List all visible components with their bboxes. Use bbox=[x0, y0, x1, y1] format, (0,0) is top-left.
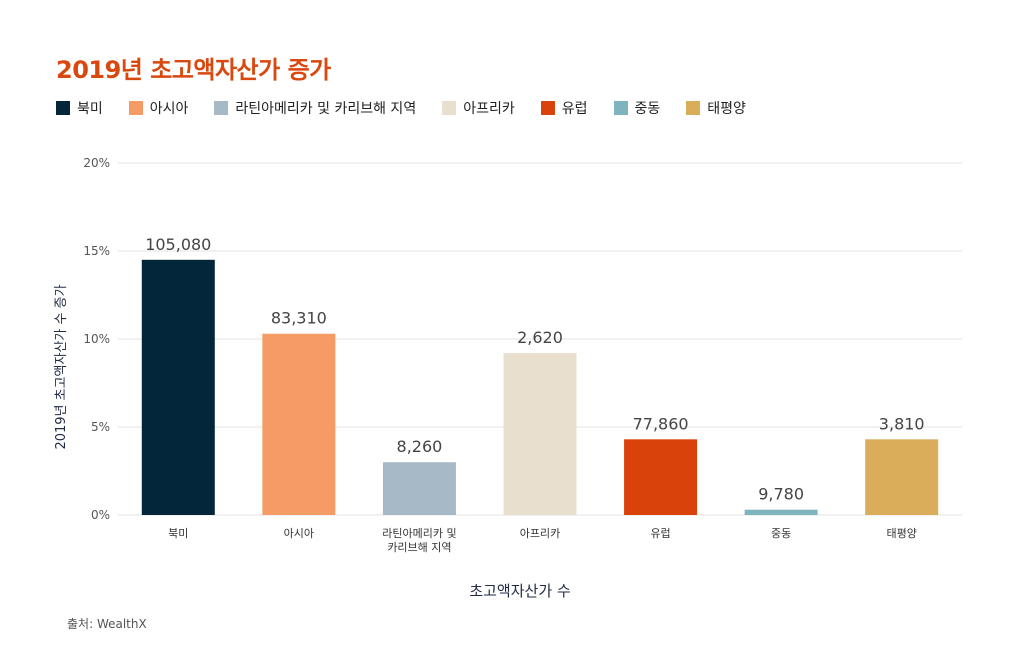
legend-item: 아시아 bbox=[128, 98, 189, 118]
data-label: 9,780 bbox=[758, 485, 804, 504]
data-label: 83,310 bbox=[271, 309, 327, 328]
x-tick-label: 아시아 bbox=[284, 527, 314, 540]
bar bbox=[262, 333, 336, 515]
y-tick-label: 15% bbox=[83, 244, 110, 258]
chart-legend: 북미 아시아 라틴아메리카 및 카리브해 지역 아프리카 유럽 중동 태평양 bbox=[56, 97, 746, 119]
legend-label: 중동 bbox=[634, 101, 661, 117]
bar bbox=[141, 259, 215, 515]
legend-swatch bbox=[686, 101, 701, 115]
x-tick-label-line: 중동 bbox=[771, 527, 791, 540]
legend-item: 아프리카 bbox=[442, 98, 515, 118]
legend-swatch bbox=[540, 101, 555, 115]
x-tick-label-line: 태평양 bbox=[887, 527, 917, 540]
legend-label: 태평양 bbox=[707, 101, 746, 117]
y-axis-title: 2019년 초고액자산가 수 증가 bbox=[54, 284, 69, 449]
x-tick-label: 중동 bbox=[771, 527, 791, 540]
y-tick-label: 5% bbox=[91, 420, 110, 434]
x-tick-label-line: 아시아 bbox=[284, 527, 314, 540]
legend-item: 태평양 bbox=[686, 98, 746, 118]
x-tick-label: 라틴아메리카 및 카리브해 지역 bbox=[382, 527, 456, 554]
legend-swatch bbox=[56, 101, 70, 115]
bar bbox=[865, 439, 939, 515]
bar bbox=[624, 439, 698, 515]
data-label: 3,810 bbox=[879, 414, 925, 433]
x-tick-label: 북미 bbox=[168, 527, 188, 540]
data-label: 77,860 bbox=[633, 414, 689, 433]
x-tick-label: 아프리카 bbox=[520, 527, 560, 540]
x-tick-label-line: 카리브해 지역 bbox=[387, 540, 451, 554]
y-tick-label: 20% bbox=[83, 156, 110, 170]
data-label: 8,260 bbox=[397, 437, 443, 456]
x-tick-label-line: 라틴아메리카 및 bbox=[382, 527, 456, 540]
y-tick-label: 0% bbox=[91, 508, 110, 522]
x-axis-title: 초고액자산가 수 bbox=[469, 582, 570, 600]
legend-item: 중동 bbox=[613, 98, 661, 118]
legend-item: 북미 bbox=[56, 98, 103, 118]
source-note: 출처: WealthX bbox=[67, 617, 147, 631]
bar bbox=[382, 462, 456, 515]
legend-label: 아시아 bbox=[149, 101, 189, 117]
x-tick-label-line: 유럽 bbox=[650, 526, 670, 540]
chart-title: 2019년 초고액자산가 증가 bbox=[56, 56, 331, 84]
legend-label: 북미 bbox=[77, 101, 103, 117]
legend-label: 아프리카 bbox=[463, 101, 515, 117]
legend-swatch bbox=[214, 101, 229, 115]
legend-swatch bbox=[613, 101, 628, 115]
legend-label: 라틴아메리카 및 카리브해 지역 bbox=[235, 101, 417, 117]
y-tick-label: 10% bbox=[83, 332, 110, 346]
data-label: 105,080 bbox=[145, 235, 211, 254]
x-tick-label: 태평양 bbox=[887, 527, 917, 540]
x-tick-label-line: 아프리카 bbox=[520, 527, 560, 540]
legend-label: 유럽 bbox=[561, 101, 588, 117]
bar bbox=[744, 509, 818, 515]
x-tick-label-line: 북미 bbox=[168, 527, 188, 540]
legend-swatch bbox=[442, 101, 457, 115]
bar bbox=[503, 353, 577, 515]
legend-item: 라틴아메리카 및 카리브해 지역 bbox=[214, 98, 416, 118]
x-tick-label: 유럽 bbox=[650, 526, 670, 540]
legend-item: 유럽 bbox=[540, 98, 588, 118]
data-label: 2,620 bbox=[517, 328, 563, 347]
legend-swatch bbox=[128, 101, 143, 115]
